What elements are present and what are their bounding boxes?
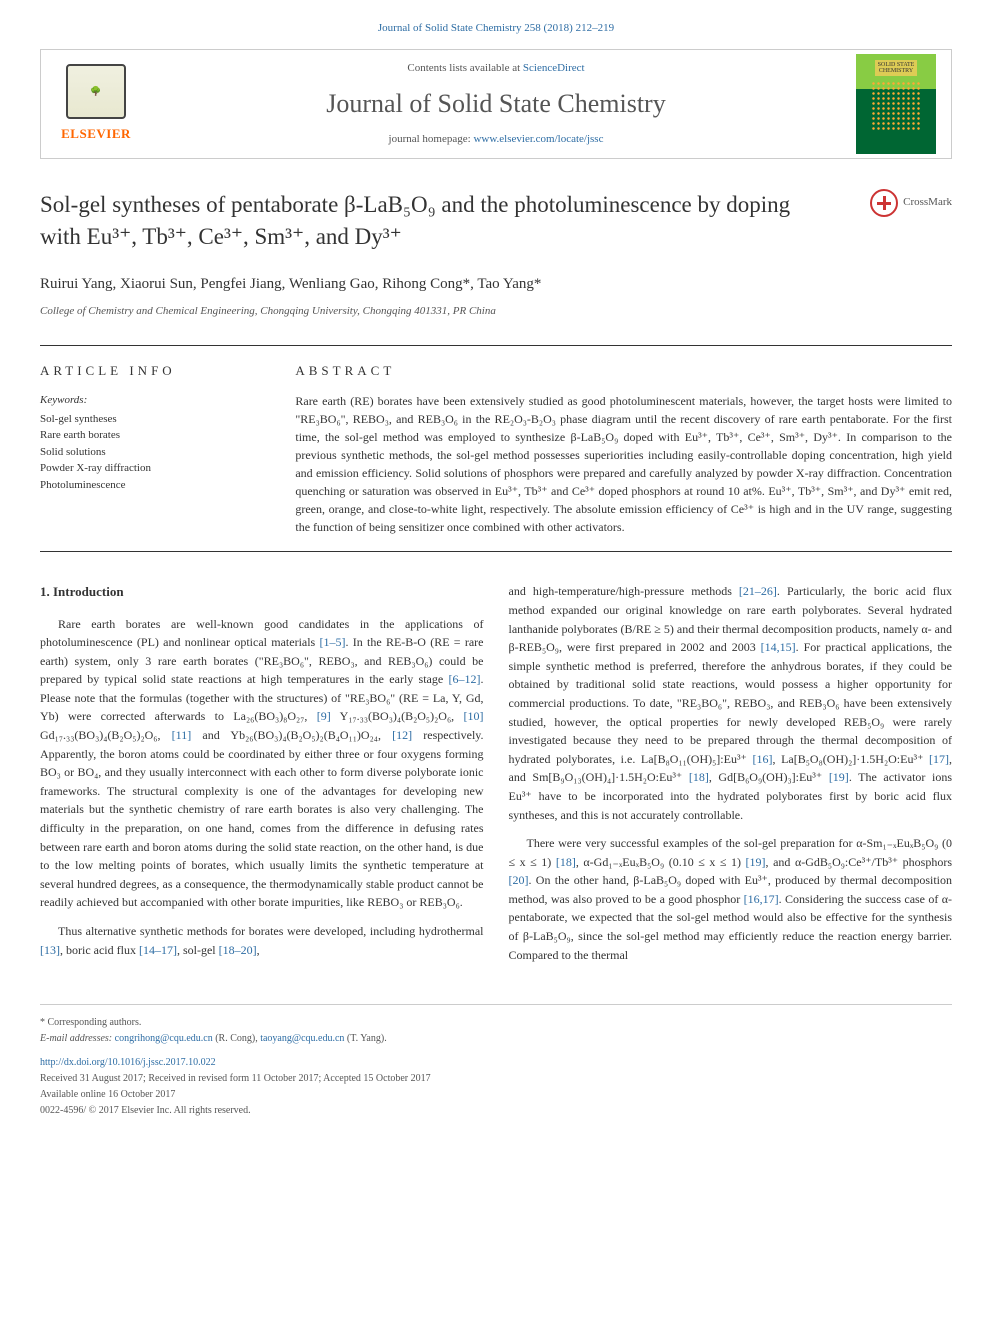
header-center: Contents lists available at ScienceDirec… [136, 60, 856, 148]
crossmark-label: CrossMark [903, 194, 952, 211]
email-link-2[interactable]: taoyang@cqu.edu.cn [260, 1033, 344, 1044]
ref-link[interactable]: [11] [172, 728, 192, 742]
ref-link[interactable]: [16,17] [744, 892, 779, 906]
ref-link[interactable]: [20] [509, 873, 529, 887]
ref-link[interactable]: [14–17] [139, 943, 177, 957]
ref-link[interactable]: [10] [464, 709, 484, 723]
journal-title: Journal of Solid State Chemistry [136, 84, 856, 123]
cover-label-2: CHEMISTRY [878, 68, 915, 74]
cover-label: SOLID STATE CHEMISTRY [875, 60, 918, 76]
abstract-text: Rare earth (RE) borates have been extens… [295, 392, 952, 536]
keywords-list: Sol-gel synthesesRare earth boratesSolid… [40, 411, 275, 494]
text: Thus alternative synthetic methods for b… [58, 924, 484, 938]
ref-link[interactable]: [13] [40, 943, 60, 957]
journal-cover-thumbnail: SOLID STATE CHEMISTRY [856, 54, 936, 154]
elsevier-logo[interactable]: 🌳 ELSEVIER [56, 59, 136, 149]
authors-list: Ruirui Yang, Xiaorui Sun, Pengfei Jiang,… [40, 273, 952, 296]
introduction-heading: 1. Introduction [40, 582, 484, 602]
ref-link[interactable]: [9] [317, 709, 331, 723]
text: . For practical applications, the simple… [509, 640, 953, 766]
journal-header-box: 🌳 ELSEVIER Contents lists available at S… [40, 49, 952, 159]
email-link-1[interactable]: congrihong@cqu.edu.cn [115, 1033, 213, 1044]
homepage-link[interactable]: www.elsevier.com/locate/jssc [473, 133, 603, 145]
left-column: 1. Introduction Rare earth borates are w… [40, 582, 484, 974]
copyright-line: 0022-4596/ © 2017 Elsevier Inc. All righ… [40, 1103, 952, 1119]
ref-link[interactable]: [18] [556, 855, 576, 869]
article-title: Sol-gel syntheses of pentaborate β-LaB₅O… [40, 189, 952, 253]
cover-label-1: SOLID STATE [878, 62, 915, 68]
text: , [257, 943, 260, 957]
corresponding-authors: * Corresponding authors. [40, 1015, 952, 1031]
online-line: Available online 16 October 2017 [40, 1087, 952, 1103]
ref-link[interactable]: [14,15] [761, 640, 796, 654]
main-content: 1. Introduction Rare earth borates are w… [40, 582, 952, 974]
sciencedirect-link[interactable]: ScienceDirect [523, 62, 585, 74]
right-column: and high-temperature/high-pressure metho… [509, 582, 953, 974]
ref-link[interactable]: [1–5] [320, 635, 346, 649]
received-line: Received 31 August 2017; Received in rev… [40, 1071, 952, 1087]
elsevier-tree-icon: 🌳 [66, 64, 126, 119]
affiliation: College of Chemistry and Chemical Engine… [40, 303, 952, 320]
intro-p1: Rare earth borates are well-known good c… [40, 615, 484, 913]
abstract-section: ABSTRACT Rare earth (RE) borates have be… [295, 361, 952, 537]
text: respectively. Apparently, the boron atom… [40, 728, 484, 909]
keyword-item: Rare earth borates [40, 427, 275, 444]
crossmark-icon [870, 189, 898, 217]
cover-pattern-icon [871, 81, 921, 131]
email-name-1: (R. Cong), [213, 1033, 261, 1044]
title-section: CrossMark Sol-gel syntheses of pentabora… [40, 189, 952, 253]
ref-link[interactable]: [18] [689, 770, 709, 784]
text: Gd₁₇.₃₃(BO₃)₄(B₂O₅)₂O₆, [40, 728, 172, 742]
keyword-item: Sol-gel syntheses [40, 411, 275, 428]
keywords-label: Keywords: [40, 392, 275, 409]
doi-link[interactable]: http://dx.doi.org/10.1016/j.jssc.2017.10… [40, 1057, 216, 1068]
text: , and α-GdB₅O₉:Ce³⁺/Tb³⁺ phosphors [766, 855, 952, 869]
ref-link[interactable]: [19] [829, 770, 849, 784]
text: , Gd[B₆O₉(OH)₃]:Eu³⁺ [709, 770, 829, 784]
crossmark-badge[interactable]: CrossMark [870, 189, 952, 217]
ref-link[interactable]: [17] [929, 752, 949, 766]
ref-link[interactable]: [16] [753, 752, 773, 766]
text: , La[B₅O₈(OH)₂]·1.5H₂O:Eu³⁺ [773, 752, 930, 766]
intro-p4: There were very successful examples of t… [509, 834, 953, 964]
elsevier-text: ELSEVIER [61, 124, 131, 144]
ref-link[interactable]: [18–20] [219, 943, 257, 957]
footer: * Corresponding authors. E-mail addresse… [40, 1004, 952, 1119]
ref-link[interactable]: [21–26] [739, 584, 777, 598]
contents-line: Contents lists available at ScienceDirec… [136, 60, 856, 77]
text: , sol-gel [177, 943, 219, 957]
contents-text: Contents lists available at [407, 62, 522, 74]
homepage-line: journal homepage: www.elsevier.com/locat… [136, 131, 856, 148]
ref-link[interactable]: [19] [746, 855, 766, 869]
ref-link[interactable]: [12] [392, 728, 412, 742]
text: Y₁₇.₃₃(BO₃)₄(B₂O₅)₂O₆, [331, 709, 464, 723]
ref-link[interactable]: [6–12] [449, 672, 481, 686]
email-label: E-mail addresses: [40, 1033, 115, 1044]
journal-reference: Journal of Solid State Chemistry 258 (20… [40, 20, 952, 37]
email-name-2: (T. Yang). [344, 1033, 386, 1044]
text: , boric acid flux [60, 943, 139, 957]
email-line: E-mail addresses: congrihong@cqu.edu.cn … [40, 1031, 952, 1047]
keyword-item: Solid solutions [40, 444, 275, 461]
article-info: ARTICLE INFO Keywords: Sol-gel syntheses… [40, 361, 295, 537]
article-info-header: ARTICLE INFO [40, 361, 275, 381]
text: , α-Gd₁₋ₓEuₓB₅O₉ (0.10 ≤ x ≤ 1) [576, 855, 746, 869]
keyword-item: Photoluminescence [40, 477, 275, 494]
intro-p2: Thus alternative synthetic methods for b… [40, 922, 484, 959]
text: and high-temperature/high-pressure metho… [509, 584, 739, 598]
homepage-label: journal homepage: [389, 133, 474, 145]
info-abstract-section: ARTICLE INFO Keywords: Sol-gel syntheses… [40, 345, 952, 553]
abstract-header: ABSTRACT [295, 361, 952, 381]
text: and Yb₂₆(BO₃)₄(B₂O₅)₂(B₄O₁₁)O₂₄, [191, 728, 392, 742]
intro-p3: and high-temperature/high-pressure metho… [509, 582, 953, 824]
keyword-item: Powder X-ray diffraction [40, 460, 275, 477]
